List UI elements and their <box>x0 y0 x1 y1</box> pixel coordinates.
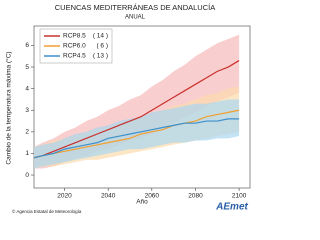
y-tick-label: 6 <box>25 42 29 49</box>
chart: CUENCAS MEDITERRÁNEAS DE ANDALUCÍA ANUAL… <box>5 3 251 214</box>
chart-subtitle: ANUAL <box>125 15 146 21</box>
plot-frame <box>33 25 251 189</box>
logo: AEmet <box>215 202 248 213</box>
footer: © Agencia Estatal de Meteorología <box>12 208 82 214</box>
x-tick-label: 2100 <box>232 193 247 200</box>
page: CUENCAS MEDITERRÁNEAS DE ANDALUCÍA ANUAL… <box>4 2 251 215</box>
x-axis-label: Año <box>136 199 148 206</box>
x-tick-label: 2020 <box>57 193 72 200</box>
y-tick-label: 0 <box>25 172 29 179</box>
legend-count: ( 13 ) <box>93 53 108 60</box>
uncertainty-band <box>34 99 240 169</box>
y-tick-label: 2 <box>25 129 29 136</box>
x-tick-label: 2040 <box>101 193 116 200</box>
series-line <box>33 109 240 159</box>
legend-label: RCP8.5 <box>63 33 86 40</box>
legend-label: RCP4.5 <box>63 53 86 60</box>
chart-title: CUENCAS MEDITERRÁNEAS DE ANDALUCÍA <box>55 3 215 12</box>
y-tick-label: 3 <box>25 107 29 114</box>
y-axis-label: Cambio de la temperatura máxima (°C) <box>5 51 13 164</box>
legend-label: RCP6.0 <box>63 43 86 50</box>
x-tick-label: 2080 <box>188 193 203 200</box>
y-tick-label: 5 <box>25 64 29 71</box>
y-tick-label: 1 <box>25 150 29 157</box>
y-tick-label: 4 <box>25 85 29 92</box>
series-line <box>33 60 240 159</box>
series-line <box>33 118 240 159</box>
legend-count: ( 6 ) <box>96 43 108 50</box>
x-tick-label: 2060 <box>145 193 160 200</box>
legend-count: ( 14 ) <box>93 33 108 40</box>
